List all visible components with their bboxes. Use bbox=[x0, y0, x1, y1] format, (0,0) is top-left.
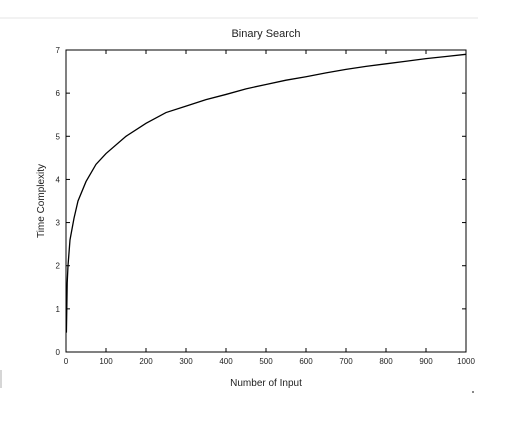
y-tick-label: 4 bbox=[56, 175, 61, 184]
y-axis-title: Time Complexity bbox=[36, 164, 47, 238]
y-tick-label: 2 bbox=[56, 262, 61, 271]
x-tick-label: 0 bbox=[64, 357, 69, 366]
y-tick-label: 1 bbox=[56, 305, 61, 314]
plot-frame bbox=[65, 49, 467, 353]
left-margin-mark bbox=[0, 370, 2, 388]
x-tick-label: 800 bbox=[379, 357, 393, 366]
x-tick-label: 1000 bbox=[457, 357, 475, 366]
x-tick-label: 200 bbox=[139, 357, 153, 366]
y-axis-ticks: 0 1 2 3 4 5 6 7 bbox=[56, 46, 466, 357]
y-tick-label: 5 bbox=[56, 132, 61, 141]
right-edge-dot bbox=[472, 391, 474, 393]
x-axis-ticks: 0 100 200 300 400 500 600 700 800 900 1000 bbox=[64, 50, 475, 366]
x-tick-label: 100 bbox=[99, 357, 113, 366]
x-tick-label: 300 bbox=[179, 357, 193, 366]
y-tick-label: 0 bbox=[56, 348, 61, 357]
y-tick-label: 6 bbox=[56, 89, 61, 98]
series-line bbox=[65, 53, 467, 333]
x-tick-label: 700 bbox=[339, 357, 353, 366]
chart-title: Binary Search bbox=[231, 28, 300, 40]
y-tick-label: 7 bbox=[56, 46, 61, 55]
y-tick-label: 3 bbox=[56, 219, 61, 228]
x-tick-label: 900 bbox=[419, 357, 433, 366]
x-axis-title: Number of Input bbox=[230, 378, 302, 389]
x-tick-label: 400 bbox=[219, 357, 233, 366]
x-tick-label: 500 bbox=[259, 357, 273, 366]
x-tick-label: 600 bbox=[299, 357, 313, 366]
